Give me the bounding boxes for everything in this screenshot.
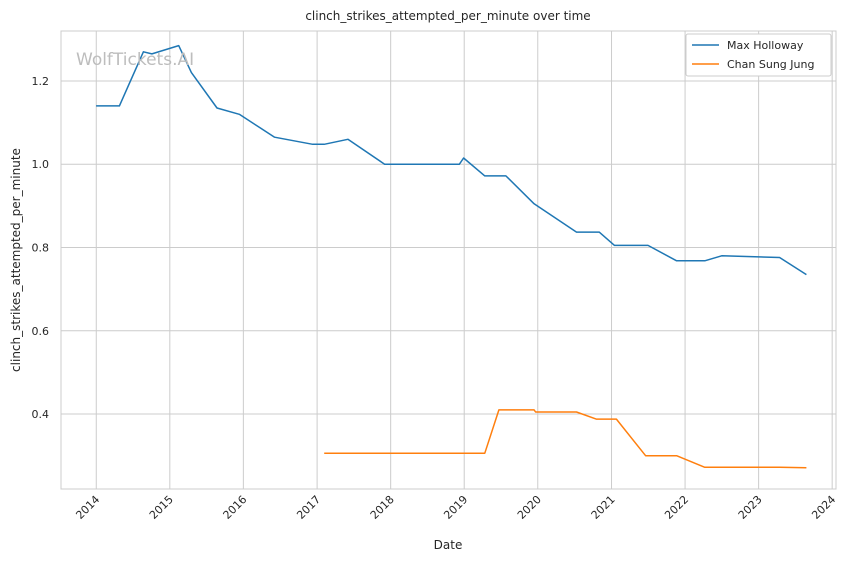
x-tick-label: 2018 [368, 493, 397, 522]
x-tick-label: 2019 [441, 493, 470, 522]
x-tick-label: 2015 [147, 493, 176, 522]
y-tick-labels: 0.4 0.6 0.8 1.0 1.2 [32, 75, 50, 421]
legend-label-max-holloway: Max Holloway [727, 39, 804, 52]
y-tick-label: 0.6 [32, 325, 50, 338]
series-line-max-holloway [96, 44, 807, 276]
x-tick-label: 2020 [515, 493, 544, 522]
chart-title: clinch_strikes_attempted_per_minute over… [305, 9, 590, 23]
y-tick-label: 0.4 [32, 408, 50, 421]
x-tick-label: 2021 [589, 493, 618, 522]
x-tick-label: 2024 [809, 493, 838, 522]
y-gridlines [61, 80, 836, 415]
x-tick-label: 2016 [220, 493, 249, 522]
plot-frame [60, 30, 837, 490]
x-tick-label: 2022 [662, 493, 691, 522]
x-tick-label: 2023 [736, 493, 765, 522]
x-tick-labels: 2014 2015 2016 2017 2018 2019 2020 2021 2022 2023… [73, 493, 838, 522]
x-axis-label: Date [434, 538, 463, 552]
x-gridlines [95, 31, 833, 489]
x-tick-label: 2017 [294, 493, 323, 522]
y-tick-label: 1.2 [32, 75, 50, 88]
legend: Max Holloway Chan Sung Jung [685, 33, 832, 77]
series-layer [96, 44, 807, 469]
x-tick-label: 2014 [73, 493, 102, 522]
y-tick-label: 0.8 [32, 242, 50, 255]
y-tick-label: 1.0 [32, 158, 50, 171]
legend-label-chan-sung-jung: Chan Sung Jung [727, 58, 814, 71]
watermark: WolfTickets.AI [76, 50, 194, 70]
plot-background [61, 31, 836, 489]
legend-box [685, 33, 832, 77]
y-axis-label: clinch_strikes_attempted_per_minute [9, 148, 23, 372]
series-line-chan-sung-jung [324, 409, 807, 469]
